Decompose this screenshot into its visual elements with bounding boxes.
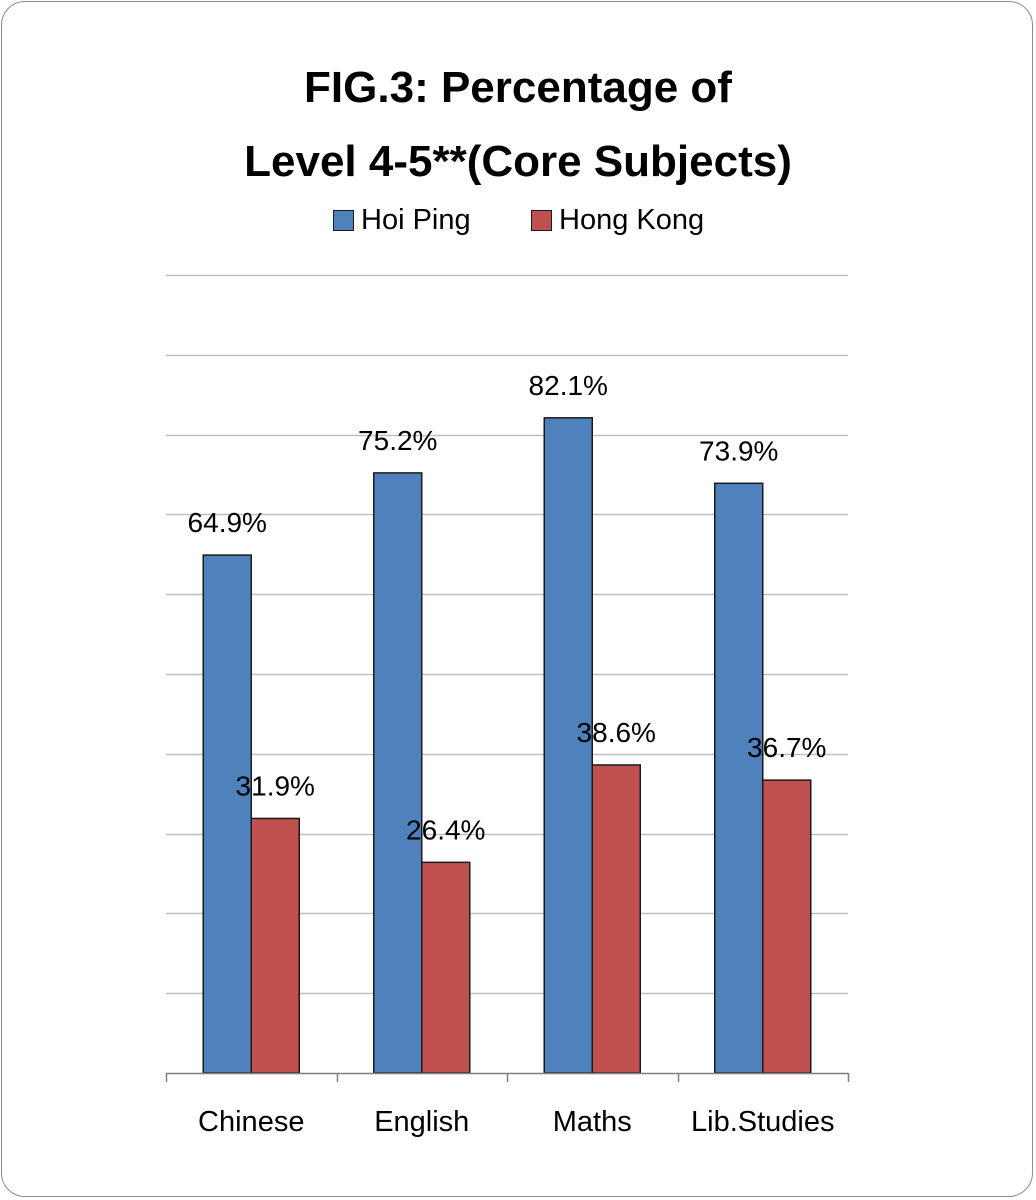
data-label: 31.9% [236,770,315,801]
legend-swatch-hong-kong [531,209,552,231]
bar-hong-kong-maths [591,764,641,1074]
data-label: 82.1% [529,370,608,401]
data-label: 75.2% [358,425,437,456]
bar-hoi-ping-chinese [202,554,252,1074]
legend-label-hoi-ping: Hoi Ping [361,203,471,236]
legend-item-hong-kong: Hong Kong [531,200,704,240]
x-tick-label: Lib.Studies [691,1106,835,1138]
bar-hoi-ping-lib-studies [714,482,764,1074]
bar-hong-kong-lib-studies [762,779,812,1074]
chart-legend: Hoi Ping Hong Kong [0,200,1036,240]
chart-title-line-1: FIG.3: Percentage of [304,63,732,112]
data-label: 36.7% [747,732,826,763]
x-tick-label: Maths [553,1106,632,1138]
x-tick-label: Chinese [198,1106,304,1138]
chart-title-line-2: Level 4-5**(Core Subjects) [244,137,792,186]
legend-item-hoi-ping: Hoi Ping [333,200,471,240]
x-tick-label: English [374,1106,469,1138]
data-label: 26.4% [406,814,485,845]
bar-hong-kong-english [421,861,471,1074]
data-label: 64.9% [188,507,267,538]
data-label: 73.9% [699,435,778,466]
legend-label-hong-kong: Hong Kong [559,203,705,236]
data-label: 38.6% [577,717,656,748]
bar-hong-kong-chinese [250,817,300,1074]
legend-swatch-hoi-ping [333,209,354,231]
bar-hoi-ping-english [373,472,423,1074]
